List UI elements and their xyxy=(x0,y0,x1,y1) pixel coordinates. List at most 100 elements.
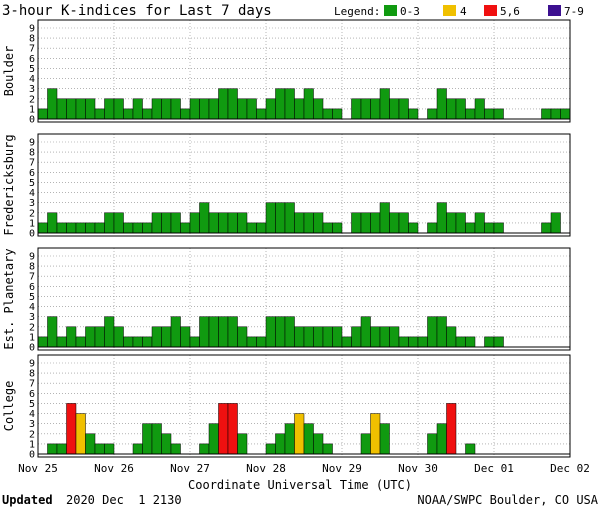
panel-label: Boulder xyxy=(2,46,16,97)
k-index-bar xyxy=(417,336,428,348)
k-index-bar xyxy=(313,326,324,348)
k-index-bar xyxy=(493,336,504,348)
legend-text-0-3: 0-3 xyxy=(400,5,420,18)
y-tick-label: 7 xyxy=(29,44,35,55)
k-index-bar xyxy=(265,98,276,120)
x-axis-title: Coordinate Universal Time (UTC) xyxy=(188,478,412,492)
k-index-bar xyxy=(474,212,485,234)
k-index-bar xyxy=(341,336,352,348)
k-index-bar xyxy=(436,88,447,120)
k-index-bar xyxy=(370,212,381,234)
k-index-bar xyxy=(484,336,495,348)
y-tick-label: 5 xyxy=(29,64,35,75)
footer-credit: NOAA/SWPC Boulder, CO USA xyxy=(417,493,598,507)
y-tick-label: 4 xyxy=(29,302,35,313)
k-index-bar xyxy=(208,212,219,234)
k-index-bar xyxy=(560,108,571,120)
k-index-bar xyxy=(170,316,181,348)
k-index-bar xyxy=(208,316,219,348)
k-index-bar xyxy=(436,316,447,348)
k-index-bar xyxy=(180,108,191,120)
k-index-bar xyxy=(275,88,286,120)
k-index-bar xyxy=(170,212,181,234)
k-index-bar xyxy=(398,98,409,120)
k-index-bar xyxy=(47,212,58,234)
y-tick-label: 0 xyxy=(29,229,35,240)
k-index-bar xyxy=(66,326,77,348)
x-tick-label: Nov 29 xyxy=(322,462,362,475)
k-index-bar xyxy=(379,88,390,120)
y-tick-label: 9 xyxy=(29,138,35,149)
k-index-bar xyxy=(132,336,143,348)
k-index-bar xyxy=(265,202,276,234)
k-index-bar xyxy=(189,336,200,348)
k-index-bar xyxy=(218,403,229,455)
k-index-bar xyxy=(151,423,162,455)
k-index-bar xyxy=(237,212,248,234)
k-index-bar xyxy=(484,222,495,234)
footer-updated-label: Updated xyxy=(2,493,53,507)
k-index-bar xyxy=(256,336,267,348)
legend-label: Legend: xyxy=(334,5,380,18)
k-index-bar xyxy=(265,316,276,348)
k-index-bar xyxy=(370,413,381,455)
y-tick-label: 6 xyxy=(29,54,35,65)
legend-swatch-0-3 xyxy=(384,5,397,16)
y-tick-label: 8 xyxy=(29,262,35,273)
y-tick-label: 4 xyxy=(29,188,35,199)
k-index-bar xyxy=(180,326,191,348)
k-index-bar xyxy=(465,336,476,348)
k-index-bar xyxy=(66,98,77,120)
k-index-bar xyxy=(113,98,124,120)
k-index-bar xyxy=(455,212,466,234)
k-index-bar xyxy=(303,88,314,120)
k-index-bar xyxy=(237,326,248,348)
y-tick-label: 7 xyxy=(29,379,35,390)
k-index-bar xyxy=(408,222,419,234)
legend-text-5-6: 5,6 xyxy=(500,5,520,18)
k-index-bar xyxy=(218,316,229,348)
k-index-bar xyxy=(47,88,58,120)
k-index-bar xyxy=(275,316,286,348)
k-index-bar xyxy=(436,202,447,234)
k-index-bar xyxy=(427,433,438,455)
k-index-bar xyxy=(303,423,314,455)
k-index-bar xyxy=(47,316,58,348)
k-index-bar xyxy=(56,222,67,234)
k-index-bar xyxy=(541,222,552,234)
y-tick-label: 2 xyxy=(29,322,35,333)
k-index-bar xyxy=(313,98,324,120)
k-index-bar xyxy=(322,222,333,234)
k-index-bar xyxy=(218,212,229,234)
k-index-bar xyxy=(389,212,400,234)
k-index-bar xyxy=(56,98,67,120)
k-index-bar xyxy=(294,98,305,120)
y-tick-label: 2 xyxy=(29,208,35,219)
k-index-bar xyxy=(161,98,172,120)
legend-swatch-5-6 xyxy=(484,5,497,16)
k-index-bar xyxy=(199,202,210,234)
panel-label: Est. Planetary xyxy=(2,248,16,349)
k-index-bar xyxy=(360,316,371,348)
k-index-bar xyxy=(303,326,314,348)
k-index-bar xyxy=(94,222,105,234)
y-tick-label: 2 xyxy=(29,94,35,105)
k-index-bar xyxy=(142,336,153,348)
k-index-bar xyxy=(408,336,419,348)
k-index-bar xyxy=(360,212,371,234)
x-tick-label: Nov 26 xyxy=(94,462,134,475)
k-index-bar xyxy=(104,443,115,455)
k-index-bar xyxy=(493,108,504,120)
k-index-bar xyxy=(427,222,438,234)
y-tick-label: 3 xyxy=(29,419,35,430)
k-index-bar xyxy=(550,212,561,234)
panel-frame xyxy=(37,247,571,351)
k-index-bar xyxy=(379,423,390,455)
k-index-bar xyxy=(85,326,96,348)
y-tick-label: 6 xyxy=(29,389,35,400)
legend-text-4: 4 xyxy=(460,5,467,18)
y-tick-label: 9 xyxy=(29,359,35,370)
k-index-bar xyxy=(170,443,181,455)
y-tick-label: 8 xyxy=(29,34,35,45)
